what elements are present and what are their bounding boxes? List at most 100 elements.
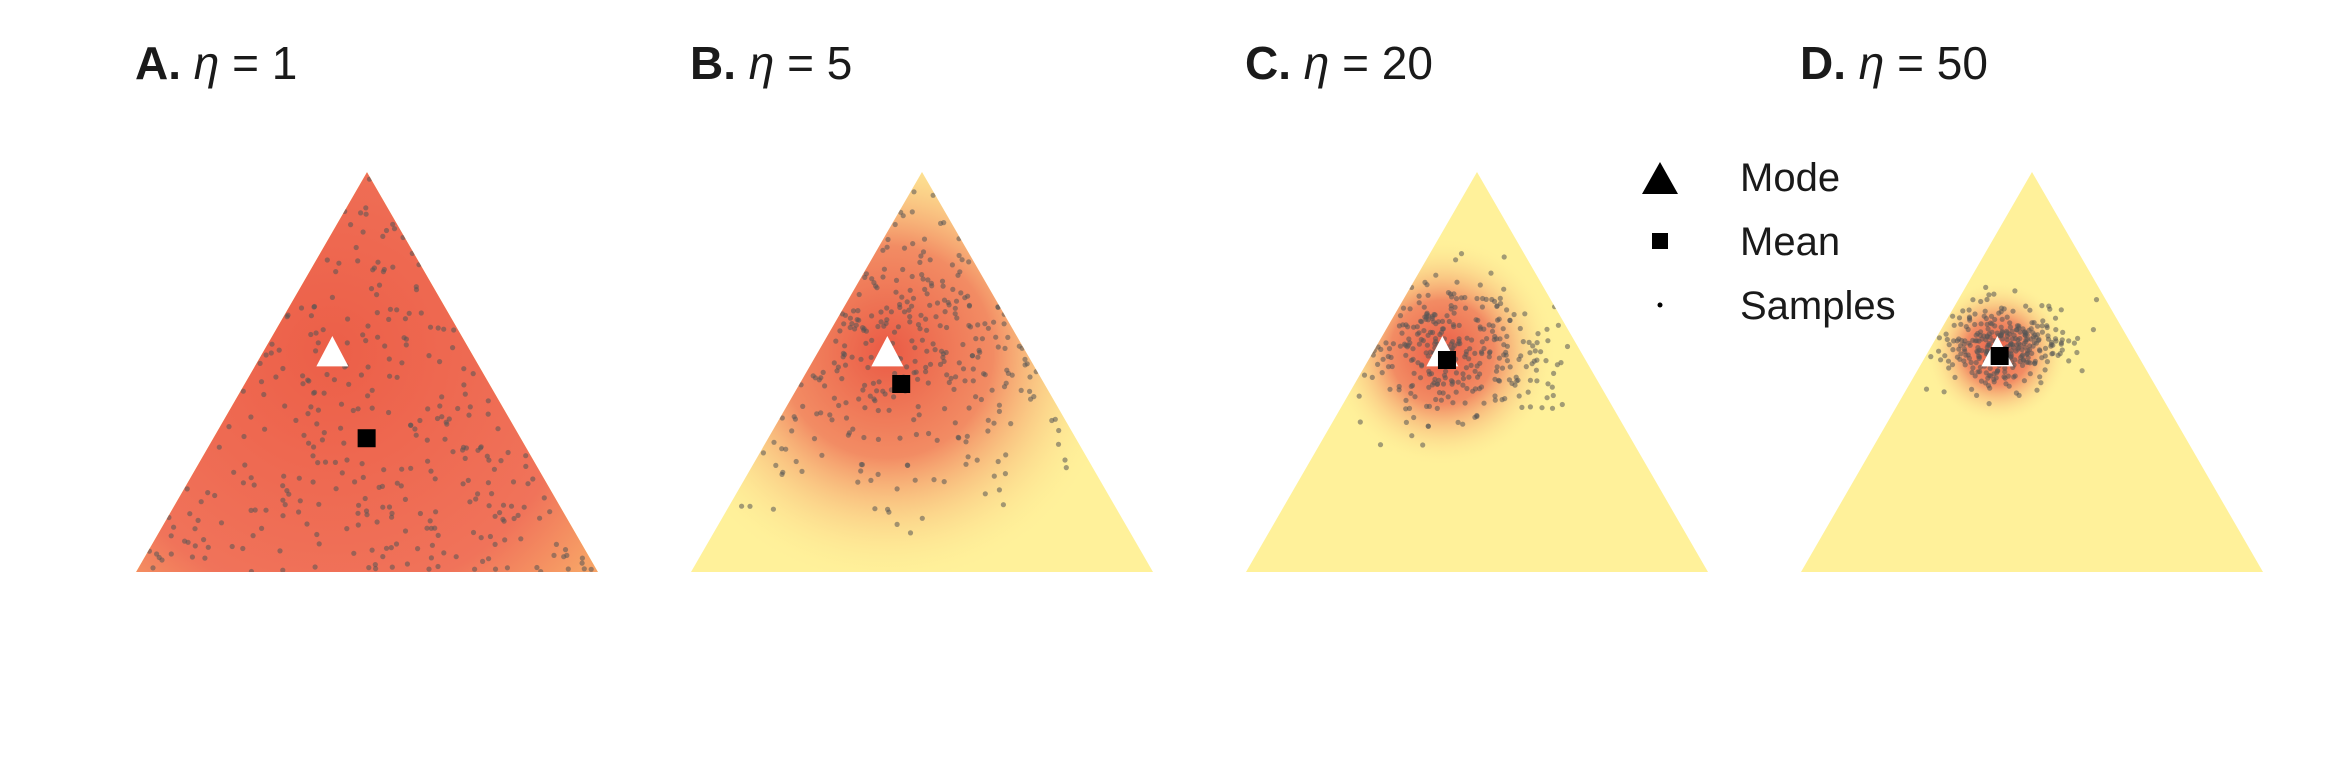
sample-point (269, 341, 275, 347)
sample-point (363, 508, 370, 514)
sample-point (1951, 338, 1957, 344)
sample-point (839, 376, 845, 382)
sample-point (426, 353, 432, 359)
sample-point (489, 491, 495, 497)
sample-point (1031, 394, 1037, 400)
sample-point (301, 432, 307, 438)
sample-point (985, 325, 992, 331)
sample-point (2027, 307, 2033, 313)
sample-point (966, 259, 972, 265)
sample-point (2037, 374, 2043, 380)
sample-point (860, 387, 866, 393)
sample-point (380, 233, 386, 239)
sample-point (946, 302, 952, 308)
sample-point (897, 435, 903, 441)
sample-point (1501, 342, 1507, 348)
sample-point (2039, 323, 2045, 329)
panel-b-title: B. η = 5 (690, 36, 852, 90)
sample-point (321, 390, 327, 396)
sample-point (1956, 315, 1963, 321)
sample-point (435, 532, 441, 539)
sample-point (901, 245, 908, 251)
sample-point (1432, 336, 1439, 342)
sample-point (1977, 332, 1983, 338)
sample-point (248, 507, 254, 513)
sample-point (891, 329, 898, 335)
sample-point (919, 272, 925, 278)
sample-point (381, 467, 387, 473)
sample-point (1417, 375, 1424, 381)
sample-point (956, 360, 962, 366)
mean-square-icon (1652, 233, 1668, 249)
sample-point (1951, 322, 1957, 328)
sample-point (1440, 381, 1447, 387)
sample-point (484, 453, 490, 459)
sample-point (865, 364, 871, 371)
sample-point (1544, 395, 1550, 401)
sample-point (470, 371, 476, 377)
sample-point (241, 433, 247, 440)
sample-point (311, 304, 317, 310)
sample-point (383, 227, 390, 234)
sample-point (1968, 359, 1974, 366)
sample-point (413, 432, 419, 438)
sample-point (816, 377, 822, 383)
sample-point (439, 394, 445, 400)
sample-point (389, 564, 395, 570)
sample-point (1443, 368, 1449, 374)
sample-point (201, 537, 207, 543)
sample-point (1361, 372, 1368, 378)
sample-point (366, 176, 373, 182)
sample-point (2071, 340, 2077, 346)
sample-point (2090, 327, 2096, 333)
sample-point (159, 557, 165, 563)
sample-point (480, 558, 486, 565)
samples (146, 176, 594, 572)
sample-point (1973, 360, 1979, 366)
panel-a-eta: η (193, 37, 220, 89)
sample-point (944, 324, 950, 331)
sample-point (1462, 354, 1468, 360)
sample-point (1460, 382, 1466, 388)
sample-point (1436, 390, 1443, 396)
sample-point (1525, 389, 1531, 395)
sample-point (374, 292, 380, 298)
sample-point (316, 541, 322, 547)
sample-point (942, 406, 948, 412)
sample-point (953, 374, 959, 380)
sample-point (216, 444, 222, 450)
sample-point (1403, 397, 1409, 403)
sample-point (461, 366, 467, 372)
sample-point (1406, 336, 1412, 342)
sample-point (441, 550, 447, 556)
sample-point (1425, 332, 1431, 338)
sample-point (184, 486, 190, 492)
sample-point (870, 380, 877, 386)
sample-point (993, 334, 999, 340)
sample-point (2044, 324, 2050, 331)
sample-point (973, 394, 979, 400)
sample-point (192, 526, 198, 532)
sample-point (168, 533, 174, 539)
sample-point (920, 249, 927, 255)
sample-point (331, 377, 337, 383)
sample-point (386, 356, 392, 362)
sample-point (394, 307, 400, 313)
sample-point (1052, 416, 1058, 422)
sample-point (386, 409, 392, 416)
sample-point (1526, 339, 1532, 345)
sample-point (2016, 392, 2022, 398)
sample-point (442, 436, 448, 442)
sample-point (478, 535, 484, 541)
sample-point (547, 509, 553, 515)
sample-point (1432, 341, 1438, 347)
sample-point (842, 343, 848, 349)
sample-point (263, 507, 269, 513)
sample-point (187, 511, 193, 517)
sample-point (1534, 378, 1540, 384)
sample-point (946, 379, 952, 386)
sample-point (792, 416, 799, 422)
sample-point (955, 272, 961, 278)
sample-point (779, 415, 785, 421)
sample-point (276, 347, 282, 353)
